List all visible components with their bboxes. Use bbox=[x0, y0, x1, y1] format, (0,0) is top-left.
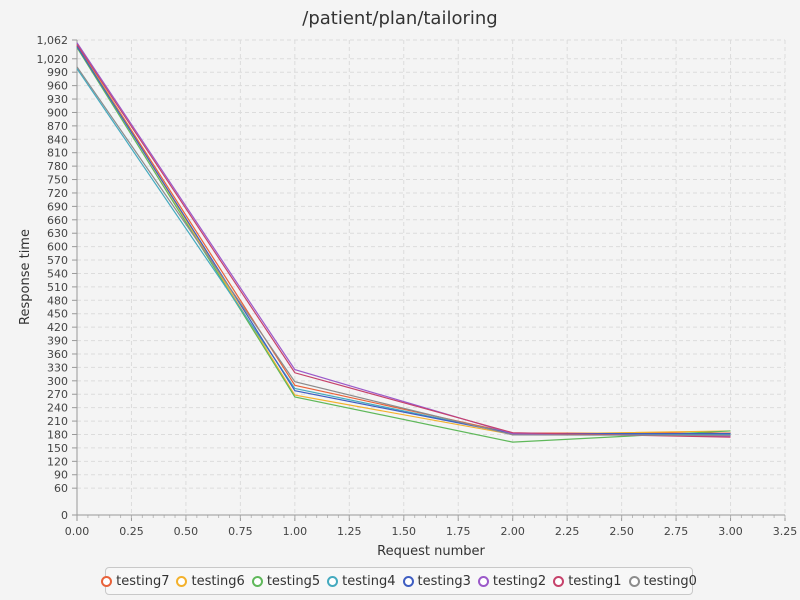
chart-title: /patient/plan/tailoring bbox=[302, 8, 497, 29]
series-line-testing3 bbox=[76, 45, 731, 435]
y-tick-label: 90 bbox=[54, 469, 68, 482]
y-tick-label: 750 bbox=[47, 174, 68, 187]
x-tick-label: 2.50 bbox=[609, 525, 634, 538]
y-tick-label: 1,020 bbox=[37, 53, 69, 66]
x-tick-label: 1.25 bbox=[337, 525, 362, 538]
x-tick-label: 0.00 bbox=[65, 525, 90, 538]
series-line-testing6 bbox=[76, 44, 731, 436]
legend-marker bbox=[101, 575, 113, 587]
y-tick-label: 270 bbox=[47, 388, 68, 401]
y-tick-label: 510 bbox=[47, 281, 68, 294]
x-tick-label: 0.50 bbox=[174, 525, 199, 538]
plot-area bbox=[77, 40, 785, 515]
legend-marker bbox=[628, 575, 640, 587]
legend-item-testing6[interactable]: testing6 bbox=[176, 573, 245, 589]
x-tick-label: 3.00 bbox=[718, 525, 743, 538]
legend-item-testing7[interactable]: testing7 bbox=[101, 574, 169, 589]
y-tick-label: 1,062 bbox=[37, 34, 69, 47]
legend-label: testing5 bbox=[266, 573, 321, 589]
y-tick-label: 540 bbox=[47, 267, 68, 280]
legend-marker bbox=[251, 575, 263, 587]
grid-lines bbox=[76, 39, 786, 516]
legend-item-testing4[interactable]: testing4 bbox=[327, 573, 396, 589]
y-tick-label: 240 bbox=[47, 402, 68, 415]
y-tick-label: 0 bbox=[61, 509, 68, 522]
x-tick-label: 2.25 bbox=[555, 525, 580, 538]
y-axis-title: Response time bbox=[18, 229, 33, 325]
y-tick-label: 210 bbox=[47, 415, 68, 428]
y-tick-label: 660 bbox=[47, 214, 68, 227]
legend-marker bbox=[477, 575, 489, 587]
y-tick-label: 600 bbox=[47, 241, 68, 254]
legend-item-testing5[interactable]: testing5 bbox=[251, 573, 321, 589]
y-tick-label: 120 bbox=[47, 455, 68, 468]
y-tick-label: 900 bbox=[47, 106, 68, 119]
y-tick-label: 330 bbox=[47, 361, 68, 374]
y-tick-label: 960 bbox=[47, 80, 68, 93]
y-tick-label: 930 bbox=[47, 93, 68, 106]
x-tick-label: 2.00 bbox=[500, 525, 525, 538]
series-line-testing0 bbox=[76, 66, 731, 436]
legend-label: testing1 bbox=[568, 573, 622, 589]
y-tick-label: 390 bbox=[47, 335, 68, 348]
y-tick-label: 720 bbox=[47, 187, 68, 200]
legend-marker bbox=[176, 575, 188, 587]
legend-label: testing6 bbox=[191, 573, 245, 589]
legend-label: testing3 bbox=[417, 573, 471, 589]
y-tick-label: 990 bbox=[47, 66, 68, 79]
y-tick-label: 360 bbox=[47, 348, 68, 361]
x-tick-label: 1.00 bbox=[283, 525, 308, 538]
legend-marker bbox=[553, 575, 565, 587]
x-tick-label: 3.25 bbox=[773, 525, 798, 538]
y-tick-label: 780 bbox=[47, 160, 68, 173]
y-tick-label: 150 bbox=[47, 442, 68, 455]
y-tick-label: 870 bbox=[47, 120, 68, 133]
legend-label: testing2 bbox=[492, 573, 547, 589]
legend-item-testing2[interactable]: testing2 bbox=[477, 573, 547, 589]
legend-marker bbox=[402, 575, 414, 587]
x-tick-label: 1.75 bbox=[446, 525, 471, 538]
legend-marker bbox=[327, 575, 339, 587]
y-tick-label: 690 bbox=[47, 200, 68, 213]
y-tick-label: 300 bbox=[47, 375, 68, 388]
legend-label: testing0 bbox=[643, 573, 697, 589]
y-tick-label: 450 bbox=[47, 308, 68, 321]
y-tick-label: 180 bbox=[47, 428, 68, 441]
legend-item-testing3[interactable]: testing3 bbox=[402, 573, 471, 589]
y-tick-label: 60 bbox=[54, 482, 68, 495]
legend-item-testing1[interactable]: testing1 bbox=[553, 573, 622, 589]
series-line-testing5 bbox=[76, 47, 731, 443]
y-tick-label: 480 bbox=[47, 294, 68, 307]
legend-label: testing7 bbox=[116, 573, 170, 589]
y-tick-label: 810 bbox=[47, 147, 68, 160]
legend-item-testing0[interactable]: testing0 bbox=[628, 573, 697, 589]
y-tick-label: 420 bbox=[47, 321, 68, 334]
series-lines bbox=[76, 42, 731, 443]
y-tick-label: 840 bbox=[47, 133, 68, 146]
x-axis-title: Request number bbox=[377, 544, 485, 559]
legend: testing7 testing6 testing5 testing4 testing3… bbox=[101, 567, 697, 595]
axes: 0 609012015018021024027030033036039042045… bbox=[37, 34, 798, 538]
y-tick-label: 630 bbox=[47, 227, 68, 240]
x-tick-label: 0.75 bbox=[228, 525, 253, 538]
x-tick-label: 2.75 bbox=[664, 525, 689, 538]
x-tick-label: 1.50 bbox=[392, 525, 417, 538]
x-tick-label: 0.25 bbox=[119, 525, 144, 538]
legend-label: testing4 bbox=[342, 573, 396, 589]
y-tick-label: 570 bbox=[47, 254, 68, 267]
